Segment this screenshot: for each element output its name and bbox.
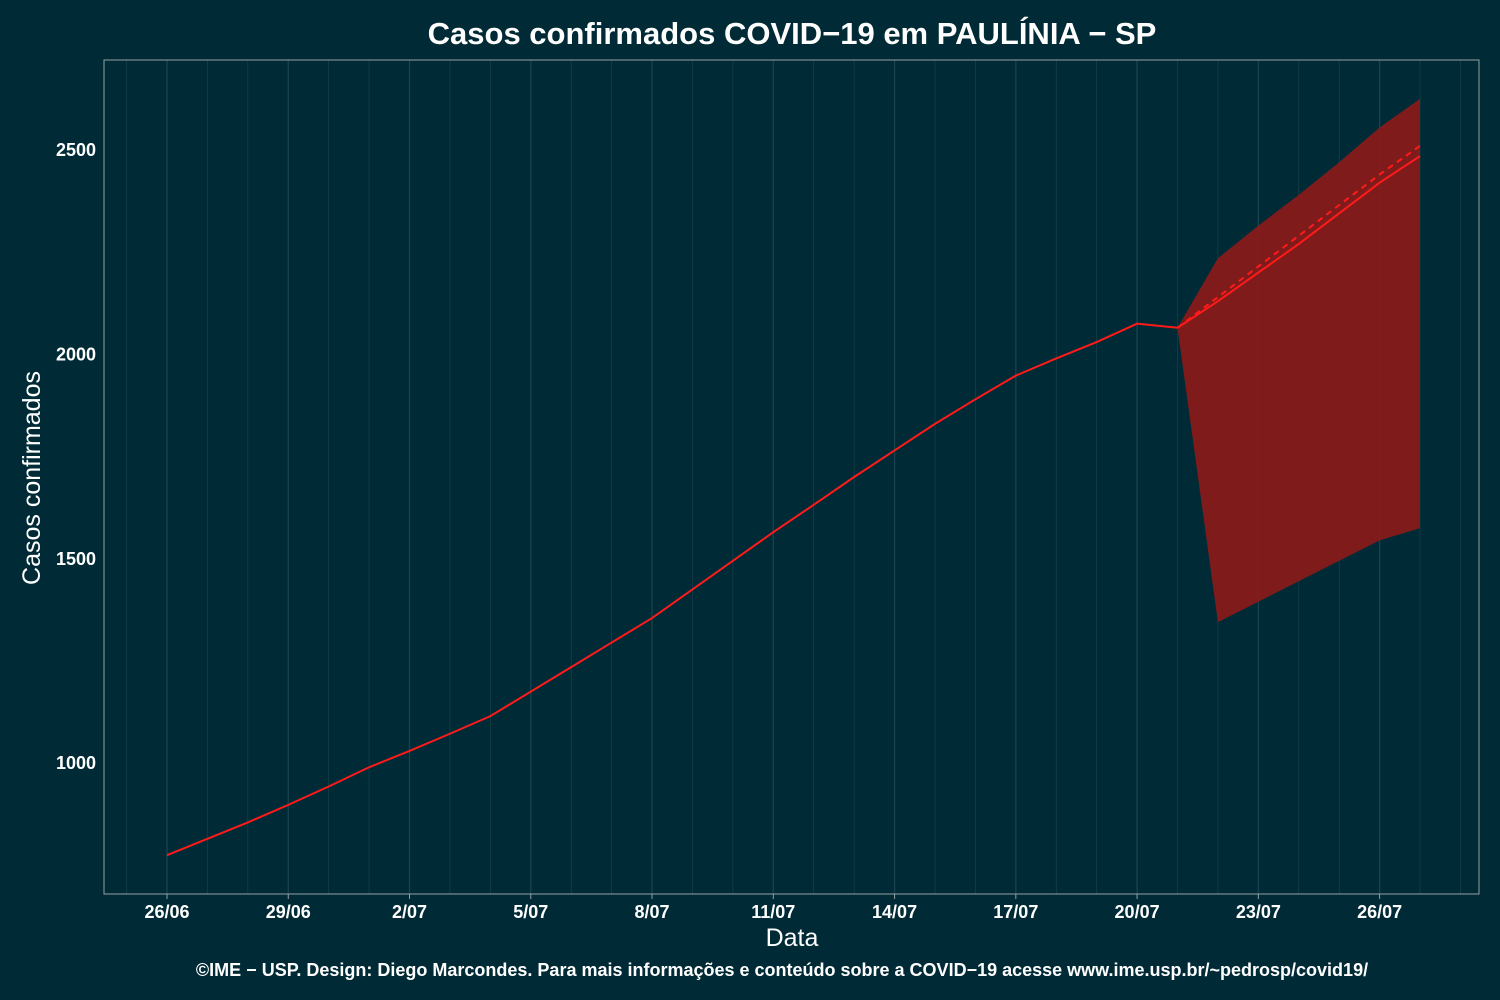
x-tick-label: 2/07 [392, 902, 427, 922]
x-axis-label: Data [766, 924, 819, 952]
forecast-median-line [1176, 145, 1421, 329]
x-tick-label: 29/06 [266, 902, 311, 922]
y-tick-label: 2500 [56, 140, 96, 160]
observed-series-line [166, 322, 1178, 857]
x-tick-label: 26/07 [1357, 902, 1402, 922]
chart-title: Casos confirmados COVID−19 em PAULÍNIA −… [428, 16, 1157, 51]
forecast-band-layer [1177, 98, 1421, 623]
y-tick-labels: 1000 1500 2000 2500 [56, 140, 96, 773]
x-tick-label: 5/07 [513, 902, 548, 922]
grid-lines [126, 60, 1461, 894]
x-tick-label: 14/07 [872, 902, 917, 922]
y-tick-label: 1500 [56, 549, 96, 569]
forecast-band [1177, 98, 1421, 623]
forecast-mean-line [1176, 155, 1421, 329]
x-tick-label: 8/07 [635, 902, 670, 922]
x-tick-label: 26/06 [144, 902, 189, 922]
x-tick-label: 11/07 [751, 902, 795, 922]
caption: ©IME − USP. Design: Diego Marcondes. Par… [196, 960, 1368, 980]
y-axis-label: Casos confirmados [18, 371, 46, 585]
x-tick-label: 17/07 [993, 902, 1038, 922]
y-tick-label: 1000 [56, 753, 96, 773]
y-tick-label: 2000 [56, 344, 96, 364]
x-tick-label: 23/07 [1236, 902, 1281, 922]
plot-frame [103, 59, 1480, 895]
x-tick-label: 20/07 [1115, 902, 1160, 922]
x-tick-labels: 26/06 29/06 2/07 5/07 8/07 11/07 14/07 17/07 20/… [144, 894, 1402, 922]
series-line-layer [166, 145, 1421, 857]
